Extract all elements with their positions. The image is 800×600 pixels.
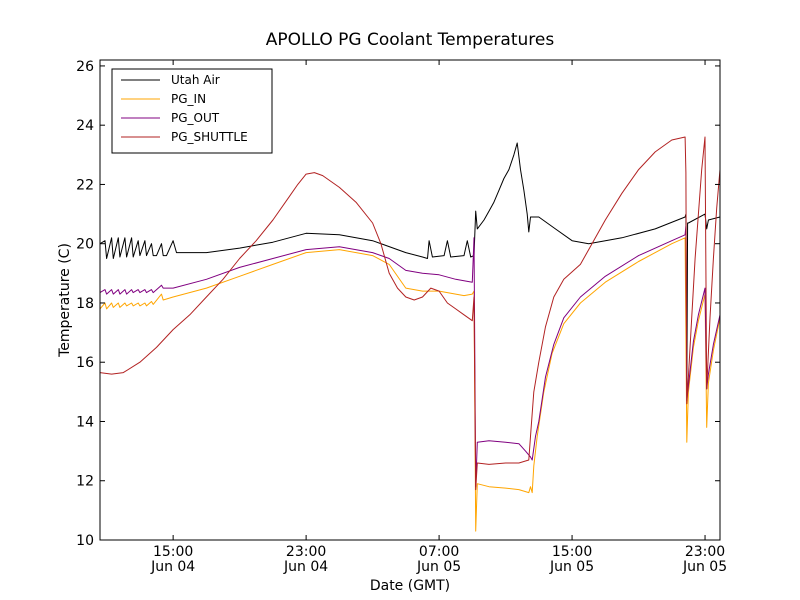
y-tick-label: 14 bbox=[76, 414, 94, 430]
chart-title: APOLLO PG Coolant Temperatures bbox=[266, 30, 555, 50]
x-tick-label-date: Jun 04 bbox=[150, 559, 195, 575]
y-tick-label: 22 bbox=[76, 177, 94, 193]
plot-frame bbox=[99, 59, 721, 541]
x-tick-label-time: 15:00 bbox=[153, 544, 193, 560]
x-tick-label-date: Jun 04 bbox=[283, 559, 328, 575]
legend-label: PG_SHUTTLE bbox=[171, 130, 248, 144]
series-layer bbox=[100, 136, 720, 532]
legend-label: PG_OUT bbox=[171, 111, 220, 125]
x-tick-label-time: 07:00 bbox=[419, 544, 459, 560]
y-tick-label: 26 bbox=[76, 59, 94, 75]
y-tick-label: 24 bbox=[76, 118, 94, 134]
legend-label: PG_IN bbox=[171, 92, 206, 106]
legend-label: Utah Air bbox=[171, 73, 220, 87]
x-tick-label-date: Jun 05 bbox=[682, 559, 727, 575]
y-tick-label: 18 bbox=[76, 296, 94, 312]
series-line-pg-out bbox=[100, 225, 720, 488]
x-tick-label-date: Jun 05 bbox=[549, 559, 594, 575]
x-tick-label-date: Jun 05 bbox=[416, 559, 461, 575]
x-axis-title: Date (GMT) bbox=[370, 578, 450, 594]
series-line-pg-shuttle bbox=[100, 136, 720, 491]
x-tick-label-time: 23:00 bbox=[685, 544, 725, 560]
y-axis-title: Temperature (C) bbox=[57, 243, 73, 358]
y-tick-label: 16 bbox=[76, 355, 94, 371]
series-line-utah-air bbox=[100, 142, 720, 396]
series-line-pg-in bbox=[100, 237, 720, 532]
x-tick-label-time: 23:00 bbox=[286, 544, 326, 560]
y-tick-label: 20 bbox=[76, 237, 94, 253]
y-tick-label: 12 bbox=[76, 474, 94, 490]
legend: Utah Air PG_IN PG_OUT PG_SHUTTLE bbox=[111, 68, 273, 154]
x-tick-label-time: 15:00 bbox=[552, 544, 592, 560]
legend-box bbox=[111, 68, 273, 154]
y-axis: 10 12 14 16 18 20 22 24 26 bbox=[76, 59, 720, 549]
y-tick-label: 10 bbox=[76, 533, 94, 549]
